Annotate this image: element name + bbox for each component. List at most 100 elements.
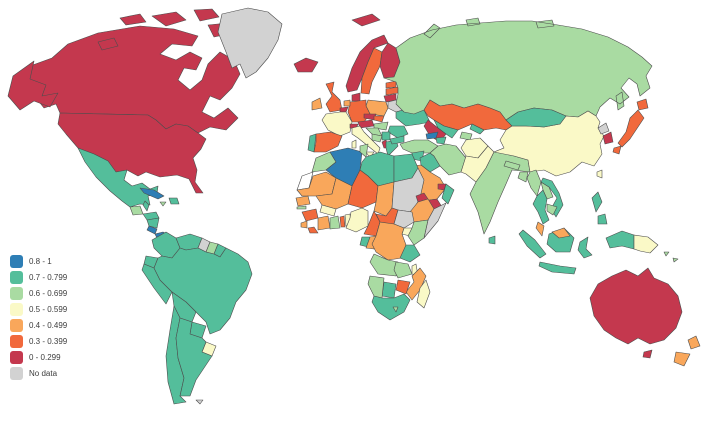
country-senegal[interactable] <box>295 195 311 207</box>
legend-item-b06[interactable]: 0.6 - 0.699 <box>10 287 67 300</box>
country-romania[interactable] <box>387 125 409 139</box>
country-estonia[interactable] <box>385 80 397 89</box>
country-serbia[interactable] <box>381 131 391 141</box>
country-burkina-faso[interactable] <box>319 204 337 217</box>
country-denmark[interactable] <box>351 92 361 102</box>
country-gambia[interactable] <box>296 205 307 210</box>
country-south-korea[interactable] <box>602 131 614 145</box>
country-nepal[interactable] <box>503 160 521 171</box>
country-greenland[interactable] <box>217 7 283 79</box>
country-bangladesh[interactable] <box>517 171 529 183</box>
legend-item-b08[interactable]: 0.8 - 1 <box>10 255 67 268</box>
country-lesotho[interactable] <box>392 306 399 313</box>
legend-swatch <box>10 287 23 300</box>
country-angola[interactable] <box>369 253 399 277</box>
country-new-zealand-north[interactable] <box>687 335 701 350</box>
country-kenya[interactable] <box>407 219 429 246</box>
country-jamaica[interactable] <box>159 201 167 207</box>
legend-item-b03[interactable]: 0.3 - 0.399 <box>10 335 67 348</box>
country-north-korea[interactable] <box>597 122 610 135</box>
country-niger[interactable] <box>347 169 379 209</box>
country-solomon-islands[interactable] <box>663 251 670 257</box>
country-south-africa[interactable] <box>371 293 411 321</box>
country-norway[interactable] <box>345 34 389 93</box>
country-svalbard[interactable] <box>351 13 381 27</box>
legend-item-b07[interactable]: 0.7 - 0.799 <box>10 271 67 284</box>
country-namibia[interactable] <box>367 275 385 299</box>
legend-label: 0.3 - 0.399 <box>29 337 68 346</box>
country-indonesia-sulawesi[interactable] <box>577 236 593 259</box>
country-nicaragua[interactable] <box>146 217 160 229</box>
country-papua-new-guinea[interactable] <box>633 234 659 254</box>
country-argentina[interactable] <box>175 317 213 397</box>
country-indonesia-sumatra[interactable] <box>518 229 547 259</box>
country-ghana[interactable] <box>329 215 341 230</box>
legend-item-b0[interactable]: 0 - 0.299 <box>10 351 67 364</box>
country-togo[interactable] <box>339 215 346 228</box>
country-taiwan[interactable] <box>596 169 603 179</box>
country-madagascar[interactable] <box>416 279 431 309</box>
country-sri-lanka[interactable] <box>488 235 496 245</box>
country-indonesia-java[interactable] <box>538 261 577 275</box>
country-cambodia[interactable] <box>546 203 558 216</box>
country-spain[interactable] <box>313 131 343 153</box>
country-south-sudan[interactable] <box>393 209 415 229</box>
country-azerbaijan[interactable] <box>435 136 447 145</box>
country-mexico[interactable] <box>77 147 159 208</box>
country-cuba[interactable] <box>139 187 165 200</box>
country-oman[interactable] <box>441 183 455 205</box>
country-sierra-leone[interactable] <box>300 220 308 229</box>
country-zambia[interactable] <box>393 261 413 279</box>
country-uae[interactable] <box>437 183 447 191</box>
country-mongolia[interactable] <box>505 107 567 128</box>
country-uk[interactable] <box>325 81 343 113</box>
country-ireland[interactable] <box>311 97 323 111</box>
country-italy-sardinia[interactable] <box>351 139 357 149</box>
country-bosnia[interactable] <box>371 133 383 143</box>
legend-label: 0.7 - 0.799 <box>29 273 68 282</box>
country-solomon-islands-2[interactable] <box>672 257 679 263</box>
country-myanmar[interactable] <box>526 169 542 197</box>
country-iran[interactable] <box>429 143 467 176</box>
country-malaysia-peninsula[interactable] <box>535 221 545 237</box>
country-france[interactable] <box>321 111 353 137</box>
country-malaysia-borneo[interactable] <box>551 227 571 239</box>
country-falkland-islands[interactable] <box>195 399 204 405</box>
country-philippines-mindanao[interactable] <box>597 213 608 225</box>
country-indonesia-west-papua[interactable] <box>605 230 635 250</box>
country-australia[interactable] <box>589 267 683 345</box>
country-tanzania[interactable] <box>399 244 421 263</box>
country-japan[interactable] <box>617 109 645 148</box>
country-liberia[interactable] <box>307 226 319 234</box>
country-iceland[interactable] <box>293 57 319 73</box>
country-tajikistan[interactable] <box>459 131 473 141</box>
country-slovakia[interactable] <box>373 115 385 123</box>
country-bulgaria[interactable] <box>389 135 405 145</box>
country-ivory-coast[interactable] <box>317 215 331 231</box>
country-australia-tasmania[interactable] <box>642 349 653 359</box>
country-guatemala[interactable] <box>129 205 144 216</box>
country-belgium[interactable] <box>339 106 349 113</box>
country-guinea[interactable] <box>301 208 319 222</box>
country-botswana[interactable] <box>381 281 397 299</box>
country-italy[interactable] <box>351 125 381 155</box>
country-japan-kyushu[interactable] <box>612 145 622 155</box>
country-japan-hokkaido[interactable] <box>636 98 649 111</box>
country-nigeria[interactable] <box>345 207 369 233</box>
country-zimbabwe[interactable] <box>395 279 411 295</box>
country-russia[interactable] <box>383 17 653 121</box>
country-philippines-luzon[interactable] <box>591 191 603 213</box>
legend-item-nodata[interactable]: No data <box>10 367 67 380</box>
legend-item-b05[interactable]: 0.5 - 0.599 <box>10 303 67 316</box>
country-thailand[interactable] <box>532 189 550 225</box>
legend-item-b04[interactable]: 0.4 - 0.499 <box>10 319 67 332</box>
country-new-zealand-south[interactable] <box>673 351 691 367</box>
country-mozambique[interactable] <box>405 267 427 301</box>
country-hispaniola[interactable] <box>168 197 180 205</box>
country-netherlands[interactable] <box>343 99 351 107</box>
country-usa-alaska[interactable] <box>7 60 59 111</box>
country-belize[interactable] <box>142 200 150 212</box>
country-kyrgyzstan[interactable] <box>469 123 485 135</box>
